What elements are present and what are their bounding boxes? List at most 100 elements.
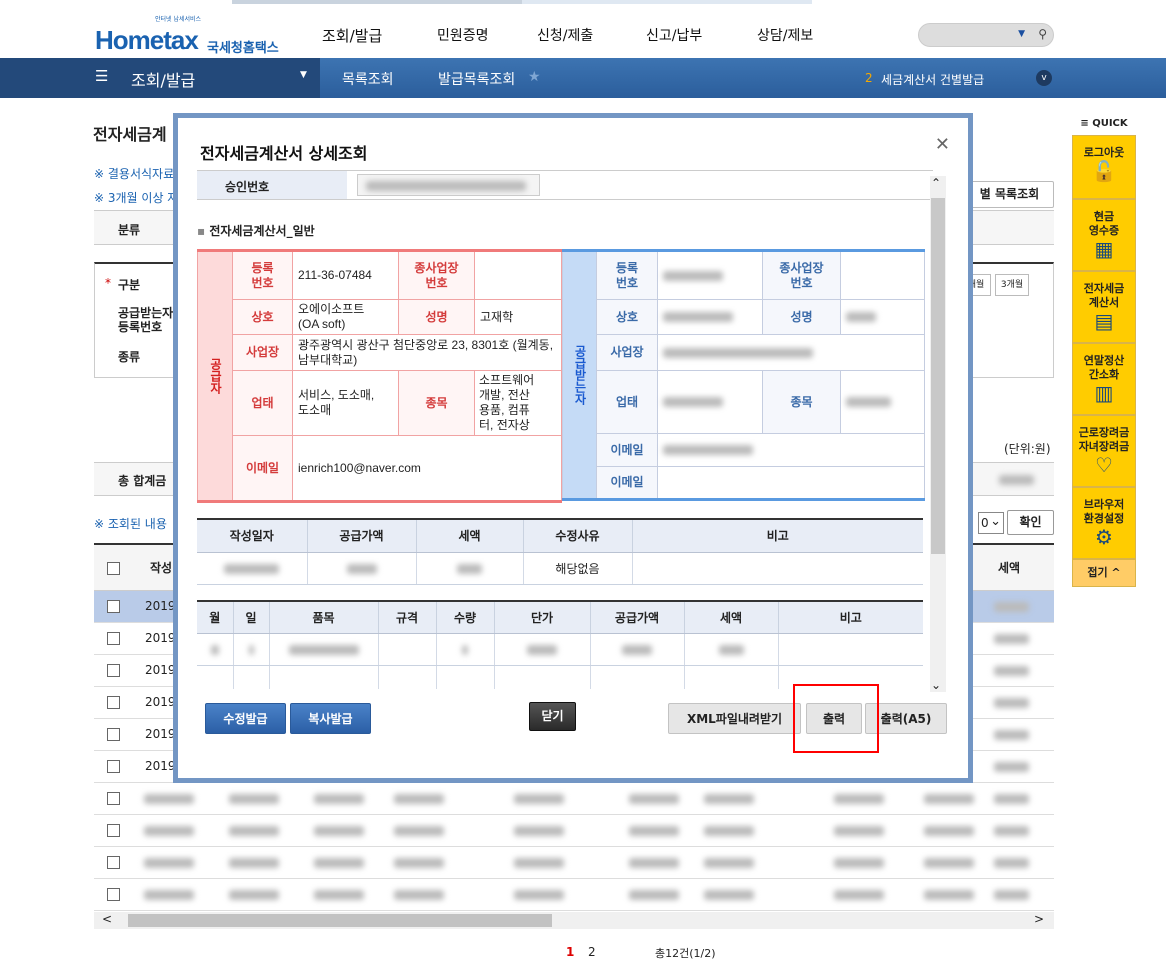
confirm-button[interactable]: 확인 — [1007, 510, 1054, 535]
quick-item[interactable]: 현금 영수증 ▦ — [1072, 199, 1136, 271]
label: 등록 번호 — [596, 250, 658, 300]
close-button[interactable]: 닫기 — [529, 702, 576, 731]
quick-label: 근로장려금 자녀장려금 — [1078, 426, 1130, 453]
total-count: 총12건(1/2) — [655, 947, 716, 960]
menu-icon[interactable]: ☰ — [95, 67, 109, 85]
receiver-table: 공급받는자 등록 번호 종사업장 번호 상호 성명 사업장 업태 종목 이메일 이메일 — [562, 249, 925, 501]
vertical-scrollbar[interactable]: ⌃ ⌄ — [930, 176, 946, 692]
chevron-down-icon[interactable]: v — [1036, 70, 1052, 86]
quick-item[interactable]: 브라우저 환경설정 ⚙ — [1072, 487, 1136, 559]
fold-button[interactable]: 접기 ^ — [1072, 559, 1136, 587]
star-icon[interactable]: ★ — [528, 69, 541, 85]
label: 업태 — [596, 370, 658, 434]
gnb-consult[interactable]: 상담/제보 — [757, 28, 814, 44]
highlight-box — [793, 684, 879, 753]
search-icon[interactable]: ⚲ — [1038, 27, 1047, 41]
dropdown-icon[interactable]: ▼ — [1018, 29, 1025, 39]
items-header: 규격 — [377, 600, 436, 634]
xml-download-button[interactable]: XML파일내려받기 — [668, 703, 801, 734]
heart-icon: ♡ — [1095, 453, 1113, 477]
approval-number-field[interactable] — [357, 174, 540, 196]
row-checkbox[interactable] — [107, 792, 120, 805]
kind-label: 종류 — [118, 350, 141, 364]
nav-bar: ☰ 조회/발급 ▼ 목록조회 발급목록조회 ★ 2 세금계산서 건별발급 v — [0, 58, 1166, 98]
print-button[interactable]: 출력 — [806, 703, 862, 734]
select-all-checkbox[interactable] — [107, 562, 120, 575]
breadcrumb-list[interactable]: 목록조회 — [342, 72, 394, 88]
page-size-select[interactable]: 0 ⌄ — [978, 512, 1004, 534]
items-table: 월 일 품목 규격 수량 단가 공급가액 세액 비고 — [197, 599, 923, 689]
row-checkbox[interactable] — [107, 632, 120, 645]
chevron-down-icon[interactable]: ▼ — [300, 70, 307, 80]
gnb-apply[interactable]: 신청/제출 — [537, 28, 594, 44]
row-checkbox[interactable] — [107, 600, 120, 613]
quick-item[interactable]: 로그아웃 🔓 — [1072, 135, 1136, 199]
receipt-search-icon: ▦ — [1094, 237, 1114, 261]
quick-label: 전자세금 계산서 — [1083, 282, 1125, 309]
search-input[interactable]: ▼ ⚲ — [918, 23, 1054, 47]
table-row[interactable] — [94, 879, 1054, 911]
items-header: 수량 — [435, 600, 494, 634]
quick-item[interactable]: 연말정산 간소화 ▥ — [1072, 343, 1136, 415]
supplier-ceo: 고재학 — [474, 299, 562, 335]
page-2[interactable]: 2 — [588, 945, 596, 959]
breadcrumb-issued[interactable]: 발급목록조회 — [438, 72, 516, 88]
gnb-inquiry[interactable]: 조회/발급 — [322, 27, 383, 45]
page-1[interactable]: 1 — [566, 945, 575, 959]
row-checkbox[interactable] — [107, 696, 120, 709]
close-icon[interactable]: ✕ — [934, 134, 950, 155]
row-checkbox[interactable] — [107, 824, 120, 837]
nav-menu[interactable]: 조회/발급 — [131, 71, 196, 90]
notice-text[interactable]: 세금계산서 건별발급 — [881, 73, 985, 87]
quick-item[interactable]: 근로장려금 자녀장려금 ♡ — [1072, 415, 1136, 487]
scroll-right-icon[interactable]: > — [1033, 912, 1044, 926]
section-title: ▪ 전자세금계산서_일반 — [197, 224, 315, 238]
supplier-email: ienrich100@naver.com — [292, 435, 562, 502]
items-header: 단가 — [493, 600, 590, 634]
label: 성명 — [762, 299, 841, 335]
quick-label: 로그아웃 — [1083, 146, 1125, 159]
label: 이메일 — [596, 433, 658, 467]
approval-row: 승인번호 — [197, 170, 933, 200]
table-row[interactable] — [94, 783, 1054, 815]
table-row[interactable] — [94, 815, 1054, 847]
row-date: 2019- — [145, 727, 180, 741]
copy-issue-button[interactable]: 복사발급 — [290, 703, 371, 734]
row-checkbox[interactable] — [107, 856, 120, 869]
gnb-report[interactable]: 신고/납부 — [646, 28, 703, 44]
quick-item[interactable]: 전자세금 계산서 ▤ — [1072, 271, 1136, 343]
row-checkbox[interactable] — [107, 888, 120, 901]
page-title: 전자세금계 — [93, 125, 167, 144]
row-checkbox[interactable] — [107, 728, 120, 741]
quick-title: ≡ QUICK — [1080, 118, 1128, 129]
quick-label: 현금 영수증 — [1088, 210, 1120, 237]
scroll-left-icon[interactable]: < — [102, 912, 113, 926]
row-checkbox[interactable] — [107, 760, 120, 773]
gnb-certificate[interactable]: 민원증명 — [437, 28, 489, 44]
period-3month-button[interactable]: 3개월 — [995, 274, 1029, 296]
label: 사업장 — [596, 334, 658, 371]
note: ※ 결용서식자료 — [94, 167, 175, 181]
table-row[interactable] — [94, 847, 1054, 879]
row-date: 2019- — [145, 631, 180, 645]
scroll-up-icon[interactable]: ⌃ — [931, 176, 942, 190]
summary-header: 공급가액 — [306, 519, 416, 553]
approval-label: 승인번호 — [197, 171, 347, 199]
modal-scroll-area: 승인번호 ▪ 전자세금계산서_일반 공급자 등록 번호 211-36-07484 종사… — [197, 170, 933, 689]
type-label: 구분 — [118, 278, 141, 292]
label: 이메일 — [232, 435, 293, 502]
hometax-logo[interactable]: 안터넷 납세서비스 Hometax 국세청홈택스 — [95, 12, 305, 56]
items-header: 비고 — [777, 600, 923, 634]
modify-issue-button[interactable]: 수정발급 — [205, 703, 286, 734]
section-title-text: 전자세금계산서_일반 — [209, 224, 315, 238]
note: ※ 3개월 이상 자 — [94, 191, 179, 205]
list-view-button[interactable]: 별 목록조회 — [965, 181, 1054, 208]
supplier-business-type: 서비스, 도소매, 도소매 — [292, 370, 399, 436]
horizontal-scrollbar[interactable]: < > — [94, 912, 1054, 929]
row-date: 2019- — [145, 663, 180, 677]
row-checkbox[interactable] — [107, 664, 120, 677]
column-header: 세액 — [998, 561, 1021, 575]
quick-label: 연말정산 간소화 — [1083, 354, 1125, 381]
supplier-table: 공급자 등록 번호 211-36-07484 종사업장 번호 상호 오에이소프트 (OA… — [197, 249, 562, 503]
scroll-down-icon[interactable]: ⌄ — [931, 678, 942, 692]
